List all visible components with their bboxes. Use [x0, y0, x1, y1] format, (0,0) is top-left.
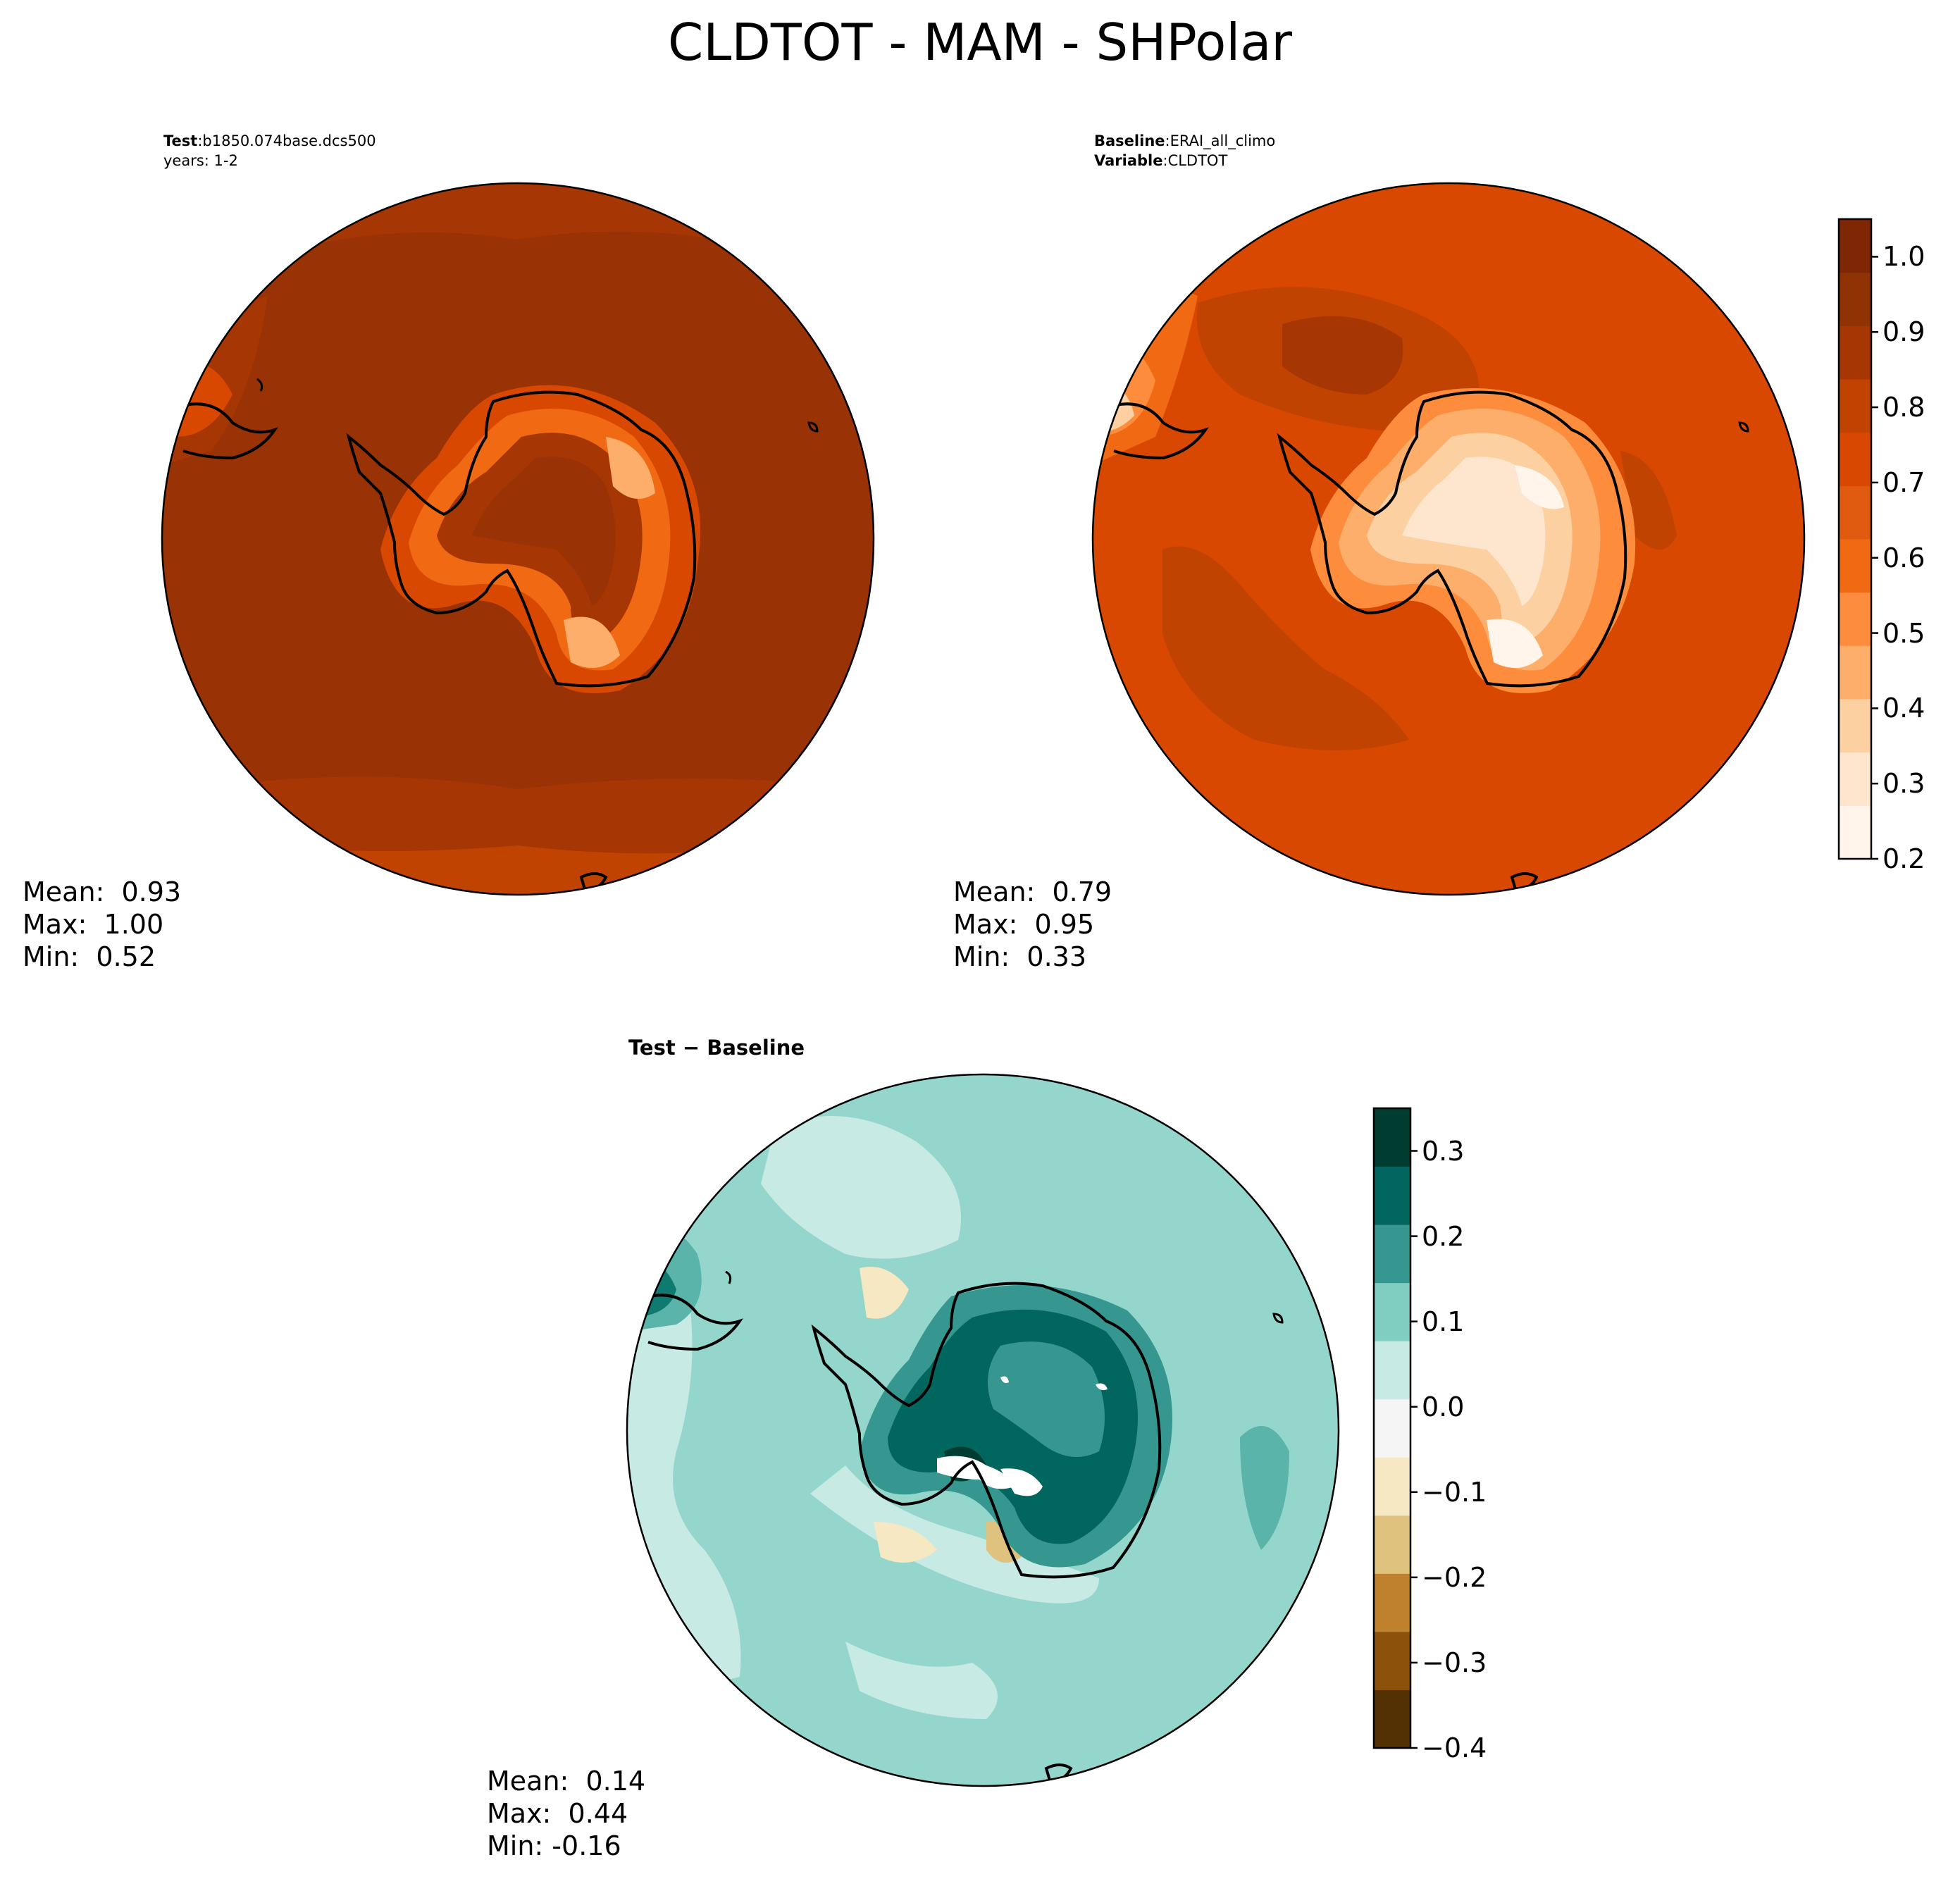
- baseline-colorbar-band: [1839, 379, 1871, 433]
- diff-colorbar-tick-label: 0.2: [1422, 1220, 1465, 1252]
- baseline-colorbar-tick-label: 0.3: [1883, 768, 1925, 800]
- diff-colorbar: [1372, 1107, 1418, 1749]
- figure-title: CLDTOT - MAM - SHPolar: [668, 13, 1292, 72]
- diff-colorbar-tick-label: −0.1: [1422, 1476, 1487, 1508]
- diff-colorbar-tick-label: −0.2: [1422, 1561, 1487, 1593]
- baseline-colorbar-tick-label: 0.8: [1883, 392, 1925, 423]
- test-max: Max: 1.00: [23, 909, 164, 940]
- baseline-colorbar: [1837, 218, 1878, 860]
- variable-label-value: CLDTOT: [1167, 152, 1228, 169]
- baseline-colorbar-band: [1839, 272, 1871, 326]
- baseline-colorbar-band: [1839, 752, 1871, 806]
- test-years: years: 1-2: [163, 152, 238, 169]
- diff-stats: Mean: 0.14 Max: 0.44 Min: -0.16: [487, 1765, 645, 1862]
- baseline-colorbar-frame: [1837, 218, 1873, 860]
- baseline-colorbar-band: [1839, 432, 1871, 486]
- baseline-label: Baseline:ERAI_all_climo Variable:CLDTOT: [1094, 132, 1276, 169]
- baseline-colorbar-band: [1839, 645, 1871, 700]
- baseline-map: [1093, 183, 1804, 895]
- diff-max: Max: 0.44: [487, 1798, 628, 1829]
- diff-map: [627, 1074, 1339, 1786]
- baseline-colorbar-tick-label: 0.6: [1883, 542, 1925, 573]
- baseline-colorbar-band: [1839, 592, 1871, 646]
- baseline-colorbar-tick-label: 0.5: [1883, 617, 1925, 649]
- diff-colorbar-tick-label: 0.3: [1422, 1135, 1465, 1167]
- diff-colorbar-tick-label: 0.1: [1422, 1306, 1465, 1337]
- baseline-colorbar-band: [1839, 539, 1871, 593]
- diff-min: Min: -0.16: [487, 1830, 621, 1861]
- baseline-label-value: ERAI_all_climo: [1170, 132, 1276, 149]
- diff-colorbar-band: [1374, 1689, 1410, 1749]
- baseline-mean: Mean: 0.79: [953, 876, 1112, 907]
- baseline-colorbar-tick-label: 0.9: [1883, 316, 1925, 348]
- baseline-colorbar-band: [1839, 699, 1871, 753]
- baseline-colorbar-tick-label: 1.0: [1883, 241, 1925, 273]
- diff-colorbar-band: [1374, 1341, 1410, 1400]
- test-label-value: b1850.074base.dcs500: [202, 132, 376, 149]
- diff-colorbar-band: [1374, 1515, 1410, 1574]
- baseline-stats: Mean: 0.79 Max: 0.95 Min: 0.33: [953, 876, 1112, 973]
- diff-colorbar-band: [1374, 1399, 1410, 1458]
- baseline-colorbar-tick-label: 0.7: [1883, 466, 1925, 498]
- baseline-colorbar-tick-label: 0.4: [1883, 693, 1925, 724]
- baseline-max: Max: 0.95: [953, 909, 1095, 940]
- diff-colorbar-frame: [1372, 1107, 1412, 1749]
- test-label: Test:b1850.074base.dcs500 years: 1-2: [163, 132, 376, 169]
- baseline-colorbar-tick-label: 0.2: [1883, 843, 1925, 874]
- test-mean: Mean: 0.93: [23, 876, 182, 907]
- baseline-colorbar-band: [1839, 485, 1871, 540]
- diff-title: Test − Baseline: [628, 1036, 805, 1060]
- test-map-border: [161, 182, 875, 896]
- test-map: [162, 183, 874, 895]
- diff-colorbar-band: [1374, 1282, 1410, 1341]
- diff-colorbar-band: [1374, 1108, 1410, 1167]
- baseline-colorbar-band: [1839, 325, 1871, 380]
- diff-colorbar-band: [1374, 1457, 1410, 1516]
- baseline-map-border: [1091, 182, 1806, 896]
- diff-colorbar-band: [1374, 1166, 1410, 1225]
- diff-colorbar-band: [1374, 1631, 1410, 1690]
- diff-map-border: [626, 1073, 1340, 1787]
- diff-colorbar-tick-label: −0.3: [1422, 1647, 1487, 1678]
- variable-label-key: Variable: [1094, 152, 1163, 169]
- diff-colorbar-band: [1374, 1224, 1410, 1284]
- diff-mean: Mean: 0.14: [487, 1766, 646, 1797]
- baseline-min: Min: 0.33: [953, 941, 1086, 972]
- diff-colorbar-tick-label: −0.4: [1422, 1732, 1487, 1763]
- baseline-label-key: Baseline: [1094, 132, 1165, 149]
- test-min: Min: 0.52: [23, 941, 156, 972]
- baseline-colorbar-band: [1839, 219, 1871, 273]
- diff-colorbar-tick-label: 0.0: [1422, 1391, 1465, 1422]
- test-label-key: Test: [163, 132, 198, 149]
- diff-colorbar-band: [1374, 1573, 1410, 1632]
- baseline-colorbar-band: [1839, 805, 1871, 860]
- test-stats: Mean: 0.93 Max: 1.00 Min: 0.52: [23, 876, 181, 973]
